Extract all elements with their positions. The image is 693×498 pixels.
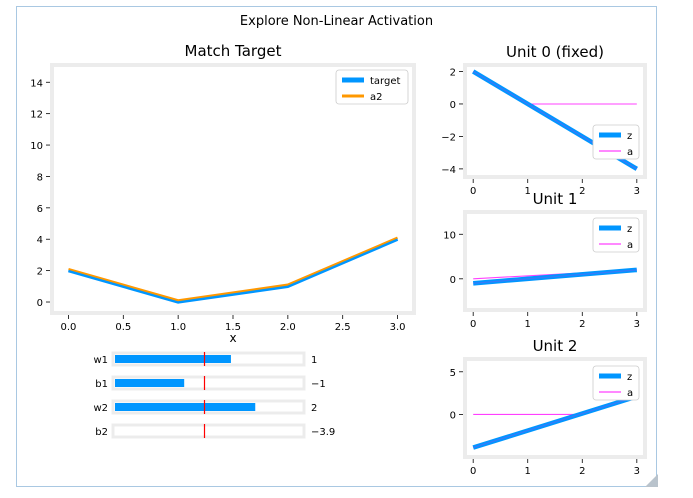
unit2-legend-label: z (627, 372, 632, 383)
main_plot-x-tick-label: 1.5 (225, 322, 241, 333)
unit0-x-tick-label: 1 (525, 186, 531, 197)
unit0-legend-label: z (627, 131, 632, 142)
main_plot-x-tick-label: 2.0 (280, 322, 296, 333)
main_plot-y-tick-label: 10 (30, 141, 43, 152)
unit1-legend-label: a (627, 240, 633, 251)
main_plot-x-tick-label: 3.0 (390, 322, 406, 333)
main_plot-y-tick-label: 6 (37, 204, 43, 215)
slider-b1-value: −1 (311, 379, 326, 390)
slider-w1-label: w1 (93, 355, 108, 366)
unit0-x-tick-label: 3 (634, 186, 640, 197)
main_plot-y-tick-label: 14 (30, 78, 43, 89)
unit2-legend-label: a (627, 388, 633, 399)
slider-w1-value: 1 (311, 355, 317, 366)
slider-w1-fill[interactable] (115, 355, 231, 363)
main_plot-axes-frame (50, 63, 416, 315)
slider-b2-track[interactable] (111, 423, 306, 439)
resize-handle[interactable] (645, 474, 658, 487)
unit0-title: Unit 0 (fixed) (506, 43, 604, 61)
unit2-x-tick-label: 3 (634, 466, 640, 477)
main_plot-x-tick-label: 1.0 (170, 322, 186, 333)
main_plot-y-tick-label: 12 (30, 110, 43, 121)
unit2-x-tick-label: 1 (525, 466, 531, 477)
unit1-title: Unit 1 (533, 190, 578, 208)
unit1-y-tick-label: 0 (450, 275, 456, 286)
unit2-x-tick-label: 2 (579, 466, 585, 477)
main_plot-y-tick-label: 4 (37, 235, 43, 246)
main_plot-y-tick-label: 8 (37, 172, 43, 183)
main_plot-x-tick-label: 0.0 (61, 322, 77, 333)
unit1-x-tick-label: 3 (634, 319, 640, 330)
unit0-x-tick-label: 2 (579, 186, 585, 197)
figure-suptitle: Explore Non-Linear Activation (239, 14, 434, 29)
unit0-legend-label: a (627, 147, 633, 158)
unit1-x-tick-label: 1 (525, 319, 531, 330)
main_plot-y-tick-label: 0 (37, 298, 43, 309)
slider-b1-label: b1 (95, 379, 108, 390)
unit1-x-tick-label: 0 (470, 319, 476, 330)
slider-w2-value: 2 (311, 403, 317, 414)
main_plot-series-a2 (68, 236, 398, 302)
slider-w2-fill[interactable] (115, 403, 256, 411)
unit2-title: Unit 2 (533, 337, 578, 355)
slider-b2-label: b2 (95, 427, 108, 438)
unit0-x-tick-label: 0 (470, 186, 476, 197)
unit2-y-tick-label: 5 (450, 368, 456, 379)
unit0-y-tick-label: 2 (450, 67, 456, 78)
main_plot-y-tick-label: 2 (37, 267, 43, 278)
unit0-y-tick-label: −4 (441, 165, 456, 176)
main_plot-x-tick-label: 2.5 (335, 322, 351, 333)
main_plot-legend-label: a2 (370, 92, 383, 103)
unit0-y-tick-label: −2 (441, 132, 456, 143)
main_plot-series-target-top (68, 238, 398, 303)
unit0-y-tick-label: 0 (450, 100, 456, 111)
unit2-x-tick-label: 0 (470, 466, 476, 477)
slider-b2-value: −3.9 (311, 427, 335, 438)
main-plot-xlabel: x (229, 331, 236, 345)
main_plot-x-tick-label: 0.5 (115, 322, 131, 333)
main_plot-title: Match Target (185, 42, 282, 60)
unit1-x-tick-label: 2 (579, 319, 585, 330)
unit2-series-overlap (473, 395, 637, 449)
unit1-y-tick-label: 10 (443, 230, 456, 241)
unit2-y-tick-label: 0 (450, 410, 456, 421)
unit1-series-overlap (473, 269, 637, 284)
unit1-legend-label: z (627, 224, 632, 235)
slider-w2-label: w2 (93, 403, 108, 414)
slider-b1-fill[interactable] (115, 379, 185, 387)
main_plot-legend-label: target (370, 76, 400, 87)
